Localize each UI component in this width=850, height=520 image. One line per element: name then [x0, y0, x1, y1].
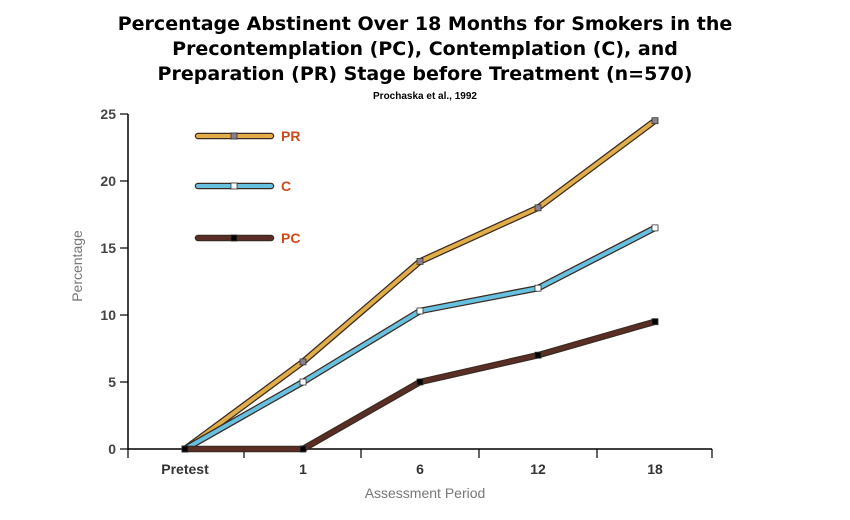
- series-c-point: [416, 307, 424, 315]
- series-pc-point: [416, 378, 424, 386]
- series-pc-point: [651, 318, 659, 326]
- series-c-point: [534, 284, 542, 292]
- chart-title-line-1: Percentage Abstinent Over 18 Months for …: [117, 13, 733, 35]
- x-tick-label: Pretest: [161, 461, 209, 477]
- legend-marker-pr: [230, 132, 238, 140]
- x-tick-label: 18: [647, 461, 663, 477]
- series-pr-point: [651, 117, 659, 125]
- legend-marker-pc: [230, 234, 238, 242]
- series-pr-outline: [181, 117, 659, 453]
- x-tick-label: 6: [416, 461, 424, 477]
- series-pc-point: [299, 445, 307, 453]
- x-axis-label: Assessment Period: [365, 485, 486, 501]
- y-tick-label: 0: [108, 441, 116, 457]
- x-tick-label: 1: [299, 461, 307, 477]
- series-c-point: [651, 224, 659, 232]
- series-layer: [181, 117, 659, 453]
- legend-label-pr: PR: [281, 128, 300, 144]
- chart-subtitle: Prochaska et al., 1992: [373, 91, 477, 102]
- legend-label-pc: PC: [281, 230, 300, 246]
- y-tick-label: 10: [100, 307, 116, 323]
- series-pr-point: [534, 204, 542, 212]
- series-pc-point: [534, 351, 542, 359]
- chart-title-line-3: Preparation (PR) Stage before Treatment …: [157, 63, 693, 85]
- series-c-point: [299, 378, 307, 386]
- x-tick-label: 12: [530, 461, 546, 477]
- y-tick-label: 25: [100, 106, 116, 122]
- y-tick-label: 20: [100, 173, 116, 189]
- y-tick-label: 5: [108, 374, 116, 390]
- legend-marker-c: [230, 182, 238, 190]
- y-axis-label: Percentage: [69, 230, 85, 302]
- series-pc-point: [181, 445, 189, 453]
- chart-title-line-2: Precontemplation (PC), Contemplation (C)…: [172, 38, 678, 60]
- series-pr-point: [416, 257, 424, 265]
- chart-legend: PR C PC: [194, 128, 300, 246]
- chart-axes: 0 5 10 15 20 25 Pretest 1 6 12 18: [100, 106, 713, 477]
- series-pr-point: [299, 358, 307, 366]
- y-tick-label: 15: [100, 240, 116, 256]
- legend-label-c: C: [281, 178, 291, 194]
- chart-title-block: Percentage Abstinent Over 18 Months for …: [0, 12, 850, 102]
